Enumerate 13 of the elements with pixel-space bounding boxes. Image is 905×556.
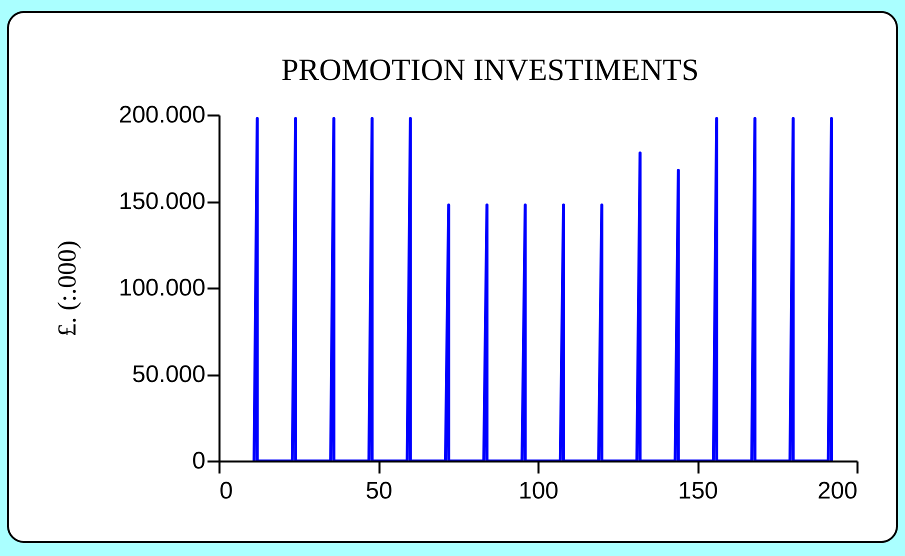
x-tick-label: 100 bbox=[518, 478, 559, 504]
line-series bbox=[252, 116, 833, 462]
y-tick-label: 200.000 bbox=[118, 102, 206, 128]
x-tick-label: 50 bbox=[366, 478, 392, 504]
x-tick-label: 150 bbox=[678, 478, 718, 504]
chart-title: PROMOTION INVESTIMENTS bbox=[281, 52, 699, 87]
x-tick-label: 200 bbox=[817, 478, 858, 504]
y-tick-label: 0 bbox=[192, 448, 206, 474]
y-axis-title: £. (:.000) bbox=[52, 240, 82, 337]
y-tick-label: 100.000 bbox=[118, 274, 206, 302]
y-tick-label: 50.000 bbox=[132, 361, 206, 388]
x-tick-label: 0 bbox=[220, 478, 233, 504]
y-tick-label: 150.000 bbox=[118, 188, 206, 215]
